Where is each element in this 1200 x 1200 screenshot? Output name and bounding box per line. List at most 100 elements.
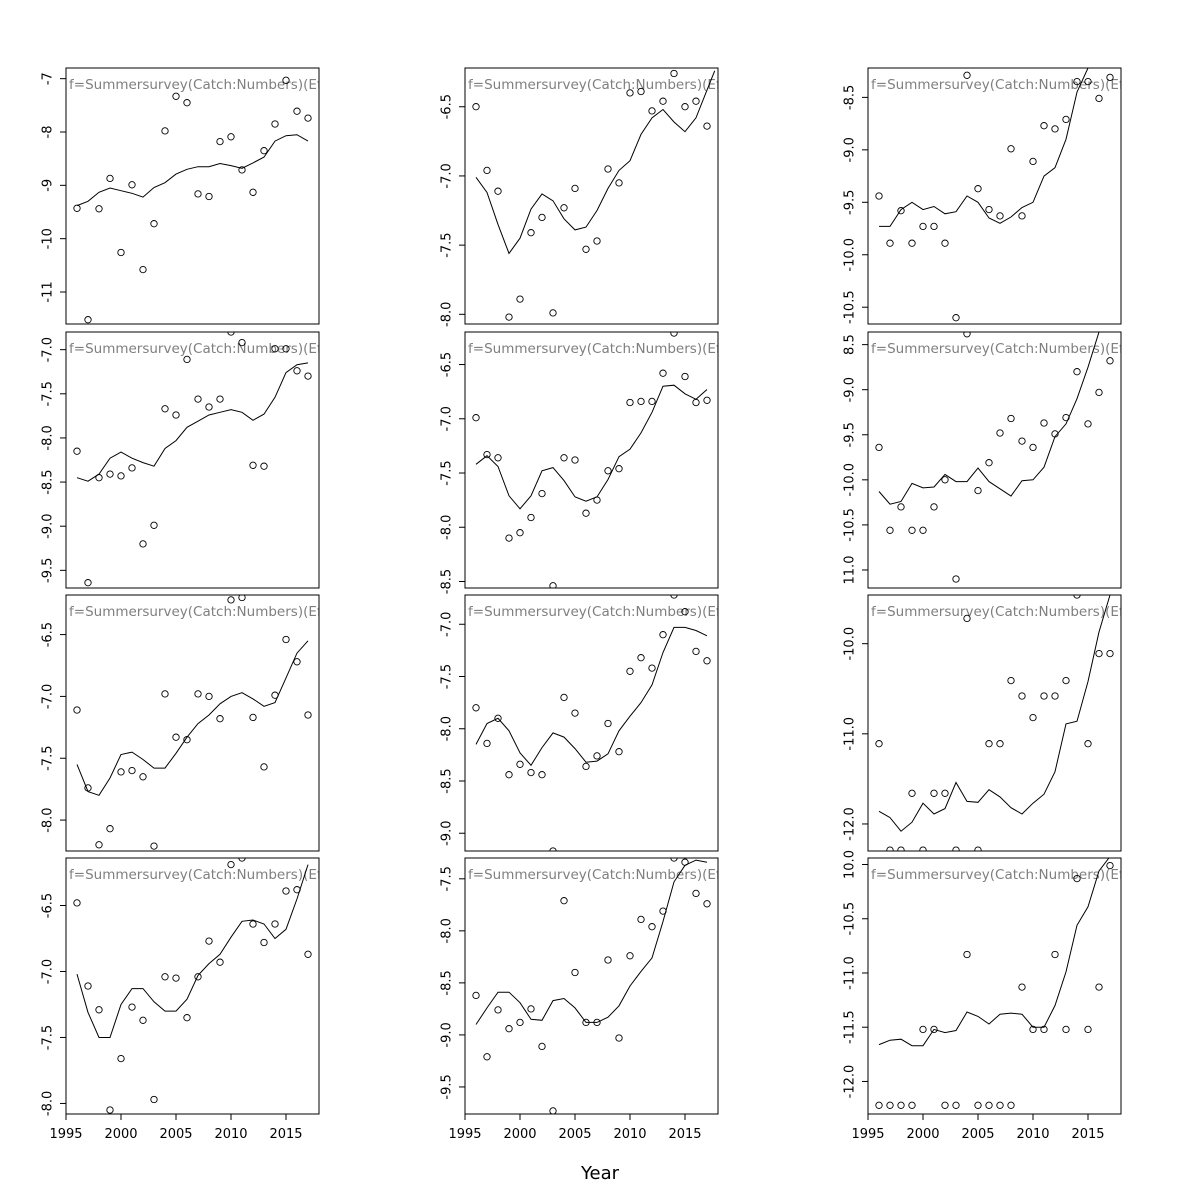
data-point <box>527 768 535 777</box>
y-tick-label: -7.5 <box>440 866 455 891</box>
data-point <box>1084 420 1092 428</box>
data-point <box>139 265 147 274</box>
data-point <box>908 239 916 247</box>
data-point <box>128 766 136 775</box>
panel-r1-c1: f=Summersurvey(Catch:Numbers)(Effort:Hou… <box>439 331 794 594</box>
data-point <box>659 97 667 105</box>
data-point <box>875 1101 883 1109</box>
data-point <box>282 887 290 895</box>
data-point <box>626 89 634 97</box>
data-point <box>637 915 645 924</box>
plot-area <box>875 595 1114 851</box>
data-point <box>1007 414 1015 423</box>
data-point <box>183 1014 191 1022</box>
fitted-line <box>879 68 1089 227</box>
y-tick-label: -7.5 <box>440 460 455 485</box>
x-tick-label: 2000 <box>104 1127 137 1142</box>
panel-title: f=Summersurvey(Catch:Numbers)(Effort:Hou… <box>468 341 794 357</box>
y-tick-label: -8 <box>41 126 56 139</box>
y-tick-label: -8.0 <box>41 1091 56 1116</box>
x-tick-label: 1995 <box>49 1127 82 1142</box>
data-point <box>293 367 301 375</box>
data-point <box>139 540 147 548</box>
data-point <box>1051 125 1059 133</box>
x-tick-label: 2000 <box>906 1127 939 1142</box>
data-point <box>996 740 1004 748</box>
data-point <box>1106 861 1114 870</box>
data-point <box>516 760 524 768</box>
panel-frame <box>867 594 1122 852</box>
plot-area <box>73 76 312 324</box>
x-tick-label: 2000 <box>503 1127 536 1142</box>
data-point <box>128 464 136 472</box>
data-point <box>249 713 257 722</box>
data-point <box>150 220 158 228</box>
fitted-line <box>76 864 309 1038</box>
data-point <box>194 190 202 198</box>
data-point <box>908 1101 916 1109</box>
data-point <box>260 462 268 470</box>
data-point <box>615 1034 623 1042</box>
data-point <box>875 192 883 200</box>
data-point <box>205 692 213 701</box>
data-point <box>249 920 257 928</box>
data-point <box>1051 950 1059 959</box>
data-point <box>626 952 634 960</box>
data-point <box>952 846 960 851</box>
plot-area <box>73 858 312 1114</box>
data-point <box>1029 1025 1037 1034</box>
data-point <box>886 526 894 534</box>
data-point <box>1095 388 1103 397</box>
data-point <box>150 1095 158 1104</box>
data-point <box>648 397 656 406</box>
data-point <box>238 166 246 174</box>
data-point <box>516 1018 524 1027</box>
x-tick-label: 2005 <box>159 1127 192 1142</box>
y-tick-label: -8.0 <box>440 918 455 943</box>
data-point <box>692 398 700 407</box>
data-point <box>304 711 312 719</box>
data-point <box>205 403 213 411</box>
data-point <box>985 205 993 214</box>
data-point <box>483 450 491 459</box>
data-point <box>161 405 169 413</box>
panel-r3-c1: f=Summersurvey(Catch:Numbers)(Effort:Hou… <box>439 857 719 1142</box>
plot-area <box>73 595 312 850</box>
data-point <box>527 229 535 237</box>
data-point <box>505 1025 513 1033</box>
y-tick-label: -10.5 <box>843 290 858 324</box>
data-point <box>95 1006 103 1014</box>
data-point <box>1095 94 1103 103</box>
data-point <box>150 842 158 850</box>
y-tick-label: -6.5 <box>440 352 455 377</box>
y-tick-label: -11.0 <box>842 956 857 990</box>
data-point <box>494 454 502 462</box>
y-tick-label: -8.5 <box>40 469 55 494</box>
fitted-line <box>76 640 309 796</box>
data-point <box>271 920 279 928</box>
data-point <box>538 489 546 498</box>
data-point <box>128 1003 136 1011</box>
panel-r1-c0: f=Summersurvey(Catch:Numbers)(Effort:Hou… <box>40 331 320 589</box>
y-tick-label: 11.0 <box>842 556 857 585</box>
data-point <box>227 133 235 141</box>
data-point <box>963 71 971 79</box>
x-tick-label: 2010 <box>1016 1127 1049 1142</box>
data-point <box>1106 649 1114 658</box>
y-tick-label: -9.0 <box>440 1022 455 1047</box>
panel-frame <box>867 67 1122 325</box>
data-point <box>571 709 579 717</box>
data-point <box>692 889 700 898</box>
data-point <box>659 369 667 377</box>
data-point <box>216 715 224 723</box>
data-point <box>571 456 579 464</box>
y-tick-label: -11 <box>41 281 56 302</box>
y-tick-label: -12.0 <box>842 807 857 841</box>
data-point <box>1084 77 1092 86</box>
data-point <box>216 958 224 966</box>
x-tick-label: 2010 <box>613 1127 646 1142</box>
data-point <box>919 1025 927 1034</box>
data-point <box>681 372 689 381</box>
data-point <box>139 773 147 781</box>
